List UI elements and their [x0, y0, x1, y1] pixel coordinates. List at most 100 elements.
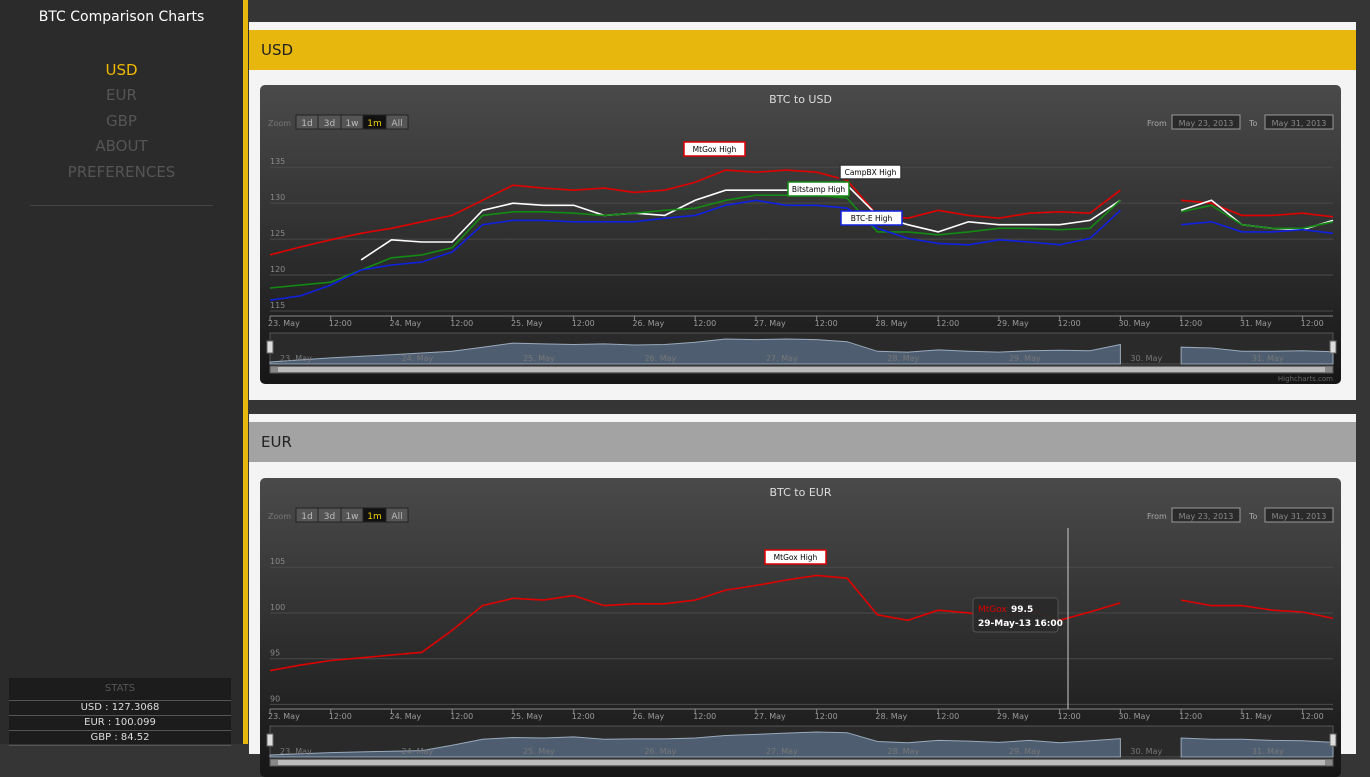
navigator-label: 31. May: [1252, 354, 1284, 363]
x-tick-label: 31. May: [1240, 712, 1272, 721]
navigator-label: 27. May: [766, 354, 798, 363]
x-tick-label: 12:00: [936, 319, 959, 328]
stats-row: EUR : 100.099: [9, 716, 231, 731]
navigator-area: [1180, 346, 1334, 365]
x-tick-label: 12:00: [1058, 712, 1081, 721]
navigator-handle[interactable]: [266, 733, 274, 747]
y-tick-label: 95: [270, 649, 280, 658]
x-tick-label: 27. May: [754, 712, 786, 721]
zoom-button-label[interactable]: All: [391, 119, 402, 129]
zoom-button[interactable]: [385, 507, 409, 523]
flag-label: Bitstamp High: [792, 185, 846, 194]
x-tick-label: 26. May: [632, 712, 664, 721]
from-input[interactable]: [1171, 114, 1241, 130]
x-tick-label: 12:00: [815, 712, 838, 721]
navigator-label: 26. May: [644, 354, 676, 363]
to-input[interactable]: [1264, 507, 1334, 523]
navigator-handle[interactable]: [266, 340, 274, 354]
zoom-button-label[interactable]: 1d: [301, 119, 312, 129]
navigator-label: 23. May: [280, 747, 312, 756]
y-tick-label: 90: [270, 694, 280, 703]
navigator-label: 24. May: [401, 747, 433, 756]
y-tick-label: 105: [270, 557, 285, 566]
zoom-button[interactable]: [385, 114, 409, 130]
accent-strip: [243, 0, 248, 744]
panel-heading: EUR: [249, 422, 1356, 462]
navigator-label: 23. May: [280, 354, 312, 363]
chart-title: BTC to USD: [769, 93, 832, 106]
to-value[interactable]: May 31, 2013: [1272, 512, 1327, 521]
flag-label: CampBX High: [845, 168, 897, 177]
x-tick-label: 12:00: [572, 319, 595, 328]
navigator-label: 29. May: [1009, 747, 1041, 756]
zoom-button-label[interactable]: 1w: [345, 512, 358, 522]
x-tick-label: 27. May: [754, 319, 786, 328]
x-tick-label: 12:00: [572, 712, 595, 721]
stats-title: STATS: [9, 678, 231, 701]
zoom-button-label[interactable]: 3d: [324, 512, 335, 522]
x-tick-label: 12:00: [693, 712, 716, 721]
navigator-label: 25. May: [523, 747, 555, 756]
navigator-label: 25. May: [523, 354, 555, 363]
zoom-label: Zoom: [268, 512, 291, 521]
zoom-button-label[interactable]: 1m: [367, 512, 382, 522]
x-tick-label: 12:00: [1301, 319, 1324, 328]
nav-link[interactable]: ABOUT: [95, 137, 148, 155]
x-tick-label: 30. May: [1118, 319, 1150, 328]
zoom-button-label[interactable]: 1w: [345, 119, 358, 129]
from-value[interactable]: May 23, 2013: [1179, 512, 1234, 521]
navigator-label: 31. May: [1252, 747, 1284, 756]
x-tick-label: 12:00: [450, 712, 473, 721]
series-line: [269, 194, 1334, 289]
zoom-label: Zoom: [268, 119, 291, 128]
x-tick-label: 30. May: [1118, 712, 1150, 721]
scrollbar-thumb[interactable]: [278, 760, 1325, 765]
navigator-label: 27. May: [766, 747, 798, 756]
app-title: BTC Comparison Charts: [38, 9, 205, 25]
navigator-label: 28. May: [887, 747, 919, 756]
x-tick-label: 12:00: [1179, 319, 1202, 328]
scrollbar-thumb[interactable]: [278, 367, 1325, 372]
navigator-label: 28. May: [887, 354, 919, 363]
to-value[interactable]: May 31, 2013: [1272, 119, 1327, 128]
tooltip-date: 29-May-13 16:00: [978, 619, 1063, 629]
x-tick-label: 12:00: [1301, 712, 1324, 721]
tooltip-value: 99.5: [1011, 605, 1033, 615]
y-tick-label: 130: [270, 193, 285, 202]
navigator-handle[interactable]: [1329, 340, 1337, 354]
x-tick-label: 12:00: [329, 712, 352, 721]
navigator-label: 26. May: [644, 747, 676, 756]
from-input[interactable]: [1171, 507, 1241, 523]
x-tick-label: 23. May: [268, 712, 300, 721]
navigator-label: 30. May: [1130, 747, 1162, 756]
flag: [840, 210, 903, 226]
navigator-area: [269, 338, 1121, 365]
nav-link[interactable]: PREFERENCES: [67, 163, 176, 181]
chart: BTC to USD Zoom 1d 3d 1w 1m All From May 23, 201…: [260, 85, 1341, 384]
zoom-button-label[interactable]: 3d: [324, 119, 335, 129]
to-input[interactable]: [1264, 114, 1334, 130]
separator: [30, 205, 213, 206]
from-value[interactable]: May 23, 2013: [1179, 119, 1234, 128]
nav-link[interactable]: GBP: [106, 112, 137, 130]
y-tick-label: 100: [270, 603, 285, 612]
navigator-label: 29. May: [1009, 354, 1041, 363]
nav-link[interactable]: EUR: [106, 86, 137, 104]
x-tick-label: 25. May: [511, 712, 543, 721]
series-line: [269, 199, 1334, 301]
zoom-button-label[interactable]: 1d: [301, 512, 312, 522]
nav-link[interactable]: USD: [105, 61, 138, 79]
flag: [787, 181, 850, 197]
x-tick-label: 23. May: [268, 319, 300, 328]
zoom-button-label[interactable]: All: [391, 512, 402, 522]
navigator-label: 30. May: [1130, 354, 1162, 363]
y-tick-label: 115: [270, 301, 285, 310]
x-tick-label: 28. May: [875, 319, 907, 328]
x-tick-label: 31. May: [1240, 319, 1272, 328]
sidebar: BTC Comparison Charts USD EUR GBP ABOUT …: [0, 0, 243, 746]
x-tick-label: 28. May: [875, 712, 907, 721]
navigator-handle[interactable]: [1329, 733, 1337, 747]
zoom-button-label[interactable]: 1m: [367, 119, 382, 129]
navigator-label: 24. May: [401, 354, 433, 363]
